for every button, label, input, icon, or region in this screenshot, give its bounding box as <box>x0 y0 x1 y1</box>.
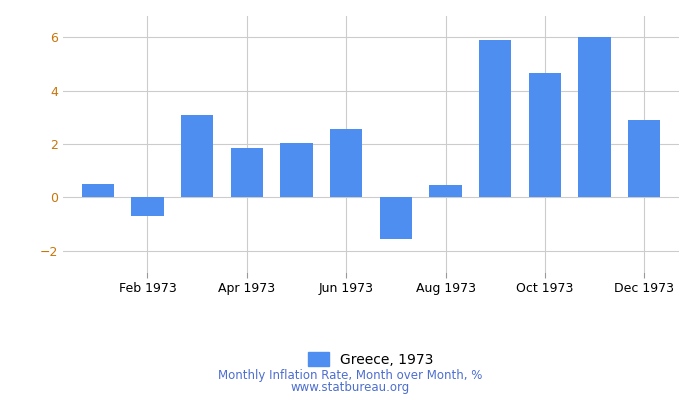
Bar <box>181 115 214 197</box>
Bar <box>231 148 263 197</box>
Bar <box>330 129 363 197</box>
Bar <box>628 120 660 197</box>
Legend: Greece, 1973: Greece, 1973 <box>303 347 439 372</box>
Bar <box>578 37 610 197</box>
Bar <box>132 197 164 216</box>
Text: Monthly Inflation Rate, Month over Month, %: Monthly Inflation Rate, Month over Month… <box>218 370 482 382</box>
Bar <box>379 197 412 239</box>
Bar <box>429 185 462 197</box>
Text: www.statbureau.org: www.statbureau.org <box>290 382 410 394</box>
Bar <box>528 73 561 197</box>
Bar <box>479 40 511 197</box>
Bar <box>82 184 114 197</box>
Bar <box>280 143 313 197</box>
